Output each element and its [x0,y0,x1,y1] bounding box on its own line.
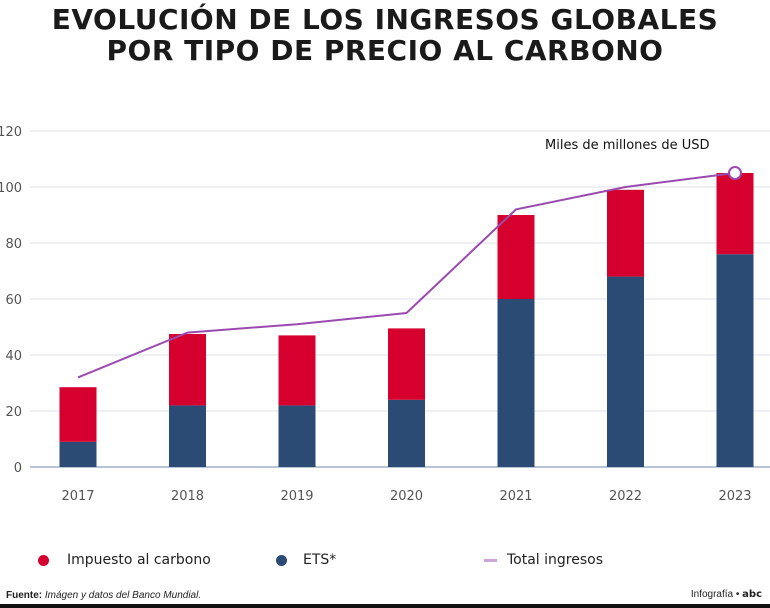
chart-title: EVOLUCIÓN DE LOS INGRESOS GLOBALES POR T… [0,4,770,66]
x-tick-label: 2017 [61,489,94,504]
legend-dot-icon [276,554,287,566]
y-tick-label: 20 [5,405,22,420]
legend-label: ETS* [303,552,337,568]
bar-carbon-tax [716,173,754,255]
credit: Infografía • abc [691,589,762,600]
bottom-rule [0,604,770,608]
y-tick-label: 100 [0,181,22,196]
legend-label: Impuesto al carbono [67,552,211,568]
source-note: Fuente: Imágen y datos del Banco Mundial… [6,590,201,601]
y-tick-label: 0 [14,461,22,476]
bar-carbon-tax [388,328,425,400]
legend-item-carbon-tax: Impuesto al carbono [38,552,211,568]
bar-carbon-tax [497,215,535,299]
bar-carbon-tax [169,334,206,406]
title-line-2: POR TIPO DE PRECIO AL CARBONO [106,34,664,67]
legend-line-icon [484,558,497,562]
x-tick-label: 2022 [609,489,642,504]
total-point [728,166,742,180]
total-line [77,172,736,379]
source-label: Fuente: [6,590,43,601]
legend-item-total: Total ingresos [484,552,603,568]
credit-text: Infografía • [690,589,740,600]
y-tick-label: 80 [5,237,22,252]
legend-item-ets: ETS* [276,552,336,568]
x-tick-label: 2018 [171,489,204,504]
bar-carbon-tax [278,335,316,406]
unit-label: Miles de millones de USD [545,138,709,153]
legend-label: Total ingresos [507,552,604,568]
bar-ets [607,276,644,467]
abc-logo: abc [742,589,762,600]
x-tick-label: 2019 [280,489,313,504]
bar-ets [169,405,206,467]
bar-carbon-tax [59,387,97,442]
x-tick-label: 2020 [390,489,423,504]
title-line-1: EVOLUCIÓN DE LOS INGRESOS GLOBALES [51,3,719,36]
bar-ets [388,399,425,467]
bar-ets [59,441,97,467]
y-tick-label: 40 [5,349,22,364]
legend-dot-icon [38,554,49,566]
bar-ets [497,299,535,467]
bar-ets [278,405,316,467]
y-tick-label: 120 [0,125,22,140]
x-tick-label: 2021 [499,489,532,504]
x-tick-label: 2023 [718,489,751,504]
bar-ets [716,254,754,467]
y-tick-label: 60 [5,293,22,308]
source-text: Imágen y datos del Banco Mundial. [44,590,202,601]
bar-carbon-tax [607,189,644,277]
